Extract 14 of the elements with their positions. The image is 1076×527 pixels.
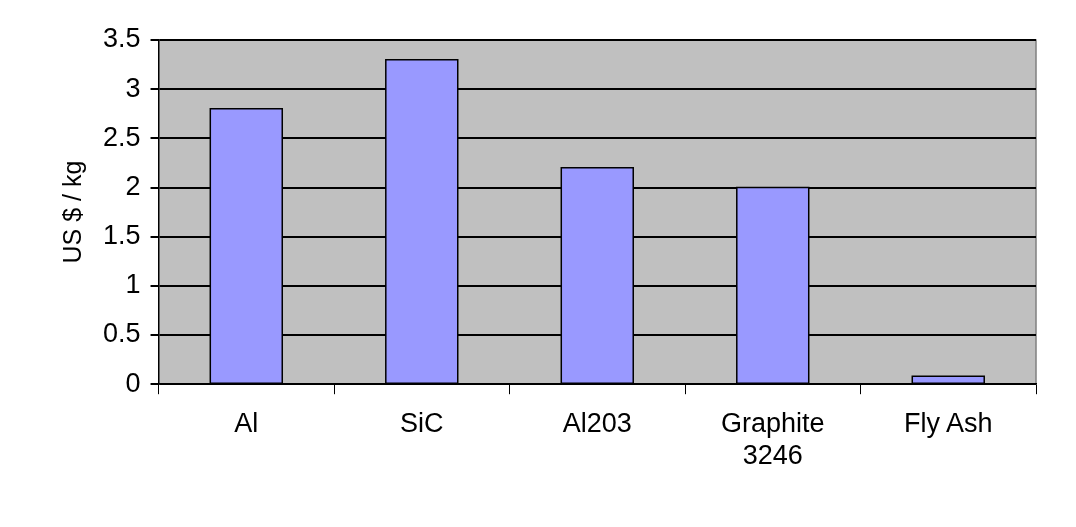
x-tick-label: Fly Ash [903,407,993,438]
x-tick-label: Graphite 3246 [720,407,825,471]
y-tick-label: 2.5 [102,121,141,152]
y-tick-label: 1.5 [102,220,141,251]
x-tick-label: Al [234,407,259,438]
y-tick-label: 1 [125,269,141,300]
y-tick-label: 3 [125,72,141,103]
y-axis-title: US $ / kg [57,160,86,264]
y-tick-label: 0.5 [102,318,141,349]
y-tick-label: 0 [125,367,141,398]
y-tick-label: 3.5 [102,23,141,54]
y-tick-label: 2 [125,170,141,201]
x-tick-label: SiC [400,407,444,438]
x-tick-label: Al203 [562,407,632,438]
